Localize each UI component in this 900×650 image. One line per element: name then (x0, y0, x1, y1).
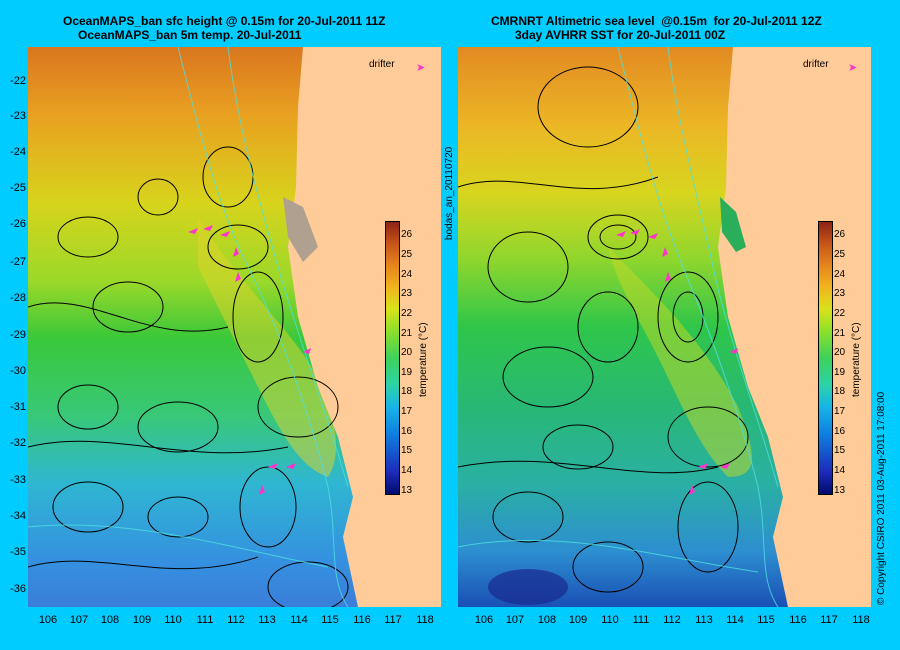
y-tick-25: -25 (10, 182, 26, 194)
left-colorbar-tick-0: 26 (401, 229, 413, 240)
left-x-tick-113: 113 (258, 614, 276, 626)
left-map-panel[interactable]: drifter ➤ 26 25 24 23 22 21 20 19 18 17 … (28, 47, 441, 607)
right-x-tick-107: 107 (505, 614, 525, 626)
right-legend-label: drifter (803, 59, 829, 70)
right-colorbar-tick-12: 14 (834, 465, 846, 476)
right-x-tick-106: 106 (474, 614, 494, 626)
left-colorbar-tick-9: 17 (401, 406, 413, 417)
left-title-line2: OceanMAPS_ban 5m temp. 20-Jul-2011 (78, 28, 302, 42)
right-colorbar-tick-11: 15 (834, 445, 846, 456)
right-drifter-markers (616, 229, 738, 495)
left-colorbar-title: temperature (°C) (418, 322, 429, 397)
y-tick-33: -33 (10, 474, 26, 486)
left-x-tick-110: 110 (164, 614, 182, 626)
right-colorbar-title: temperature (°C) (851, 322, 862, 397)
left-land (288, 47, 441, 607)
right-colorbar-tick-8: 18 (834, 386, 846, 397)
y-tick-34: -34 (10, 510, 26, 522)
left-title-line1: OceanMAPS_ban sfc height @ 0.15m for 20-… (63, 14, 386, 28)
y-tick-23: -23 (10, 110, 26, 122)
copyright-text: © Copyright CSIRO 2011 03-Aug-2011 17:08… (876, 391, 887, 605)
right-map-panel[interactable]: drifter ➤ 26 25 24 23 22 21 20 19 18 17 … (458, 47, 871, 607)
left-colorbar-tick-13: 13 (401, 485, 413, 496)
left-x-tick-115: 115 (321, 614, 339, 626)
left-colorbar-tick-10: 16 (401, 426, 413, 437)
right-colorbar-tick-1: 25 (834, 249, 846, 260)
right-colorbar (818, 221, 833, 495)
left-drifter-markers (188, 225, 311, 495)
right-colorbar-tick-4: 22 (834, 308, 846, 319)
left-x-tick-117: 117 (384, 614, 402, 626)
left-colorbar-tick-7: 19 (401, 367, 413, 378)
left-x-tick-112: 112 (227, 614, 245, 626)
left-map-svg (28, 47, 441, 607)
left-colorbar (385, 221, 400, 495)
right-x-tick-109: 109 (568, 614, 588, 626)
left-colorbar-tick-4: 22 (401, 308, 413, 319)
right-x-tick-116: 116 (789, 614, 807, 626)
right-colorbar-tick-9: 17 (834, 406, 846, 417)
right-colorbar-tick-2: 24 (834, 269, 846, 280)
right-x-tick-118: 118 (852, 614, 870, 626)
y-tick-30: -30 (10, 365, 26, 377)
y-tick-35: -35 (10, 546, 26, 558)
right-x-tick-113: 113 (695, 614, 713, 626)
left-x-tick-111: 111 (196, 614, 214, 626)
left-legend-label: drifter (369, 59, 395, 70)
y-tick-24: -24 (10, 146, 26, 158)
left-x-tick-108: 108 (100, 614, 120, 626)
right-colorbar-tick-0: 26 (834, 229, 846, 240)
left-drifter-icon: ➤ (416, 62, 426, 74)
y-tick-32: -32 (10, 437, 26, 449)
left-x-tick-116: 116 (353, 614, 371, 626)
right-title-line2: 3day AVHRR SST for 20-Jul-2011 00Z (515, 28, 726, 42)
side-run-label: bodas_an_20110720 (444, 146, 455, 240)
left-colorbar-tick-3: 23 (401, 288, 413, 299)
left-colorbar-tick-11: 15 (401, 445, 413, 456)
y-tick-36: -36 (10, 583, 26, 595)
y-tick-22: -22 (10, 75, 26, 87)
y-tick-26: -26 (10, 218, 26, 230)
left-x-tick-107: 107 (69, 614, 89, 626)
right-drifter-icon: ➤ (848, 62, 858, 74)
left-colorbar-tick-8: 18 (401, 386, 413, 397)
left-colorbar-tick-5: 21 (401, 328, 413, 339)
left-x-tick-114: 114 (290, 614, 308, 626)
right-x-tick-110: 110 (601, 614, 619, 626)
right-x-tick-117: 117 (820, 614, 838, 626)
right-colorbar-tick-7: 19 (834, 367, 846, 378)
left-x-tick-106: 106 (38, 614, 58, 626)
left-x-tick-118: 118 (416, 614, 434, 626)
left-colorbar-tick-6: 20 (401, 347, 413, 358)
right-colorbar-tick-10: 16 (834, 426, 846, 437)
right-x-tick-112: 112 (663, 614, 681, 626)
right-title-line1: CMRNRT Altimetric sea level @0.15m for 2… (491, 14, 822, 28)
left-colorbar-tick-2: 24 (401, 269, 413, 280)
left-colorbar-tick-1: 25 (401, 249, 413, 260)
y-tick-29: -29 (10, 329, 26, 341)
right-colorbar-tick-3: 23 (834, 288, 846, 299)
right-map-svg (458, 47, 871, 607)
right-colorbar-tick-6: 20 (834, 347, 846, 358)
right-x-tick-115: 115 (757, 614, 775, 626)
left-colorbar-tick-12: 14 (401, 465, 413, 476)
right-x-tick-111: 111 (632, 614, 650, 626)
right-colorbar-tick-5: 21 (834, 328, 846, 339)
right-x-tick-114: 114 (726, 614, 744, 626)
left-x-tick-109: 109 (132, 614, 152, 626)
y-tick-31: -31 (10, 401, 26, 413)
y-tick-28: -28 (10, 292, 26, 304)
right-x-tick-108: 108 (537, 614, 557, 626)
y-tick-27: -27 (10, 256, 26, 268)
right-colorbar-tick-13: 13 (834, 485, 846, 496)
